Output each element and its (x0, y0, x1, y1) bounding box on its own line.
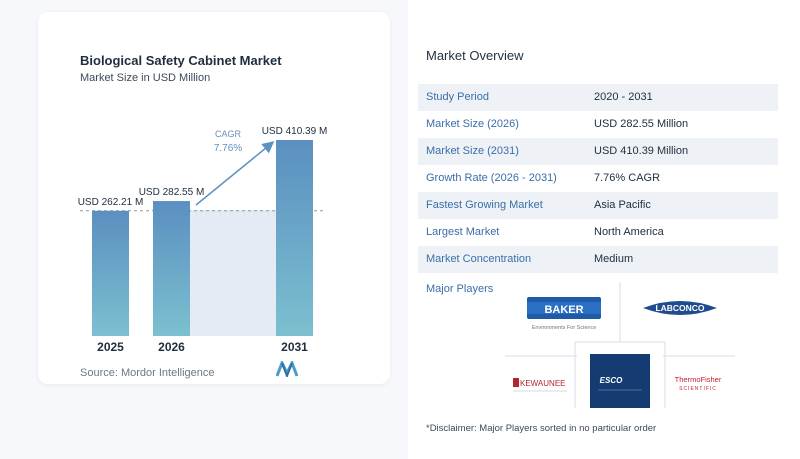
x-tick-label: 2025 (97, 340, 124, 354)
overview-row: Market Size (2031) USD 410.39 Million (418, 138, 778, 165)
svg-text:LABCONCO: LABCONCO (655, 303, 704, 313)
chart-title: Biological Safety Cabinet Market (80, 53, 282, 68)
cagr-arrow (195, 141, 275, 206)
chart-source: Source: Mordor Intelligence (80, 367, 215, 379)
overview-row-label: Market Size (2031) (426, 145, 519, 157)
bar-value-label: USD 410.39 M (262, 126, 328, 137)
kewaunee-logo: KEWAUNEE (513, 378, 567, 392)
overview-title: Market Overview (426, 48, 524, 63)
overview-row-label: Growth Rate (2026 - 2031) (426, 172, 557, 184)
overview-row: Growth Rate (2026 - 2031) 7.76% CAGR (418, 165, 778, 192)
svg-text:KEWAUNEE: KEWAUNEE (520, 379, 566, 388)
major-players-logos: BAKER Environments For Science LABCONCO … (505, 282, 735, 408)
overview-row-label: Market Size (2026) (426, 118, 519, 130)
bar-2031 (276, 140, 313, 336)
overview-row-value: 2020 - 2031 (594, 91, 653, 103)
bar-value-label: USD 282.55 M (139, 187, 205, 198)
svg-text:SCIENTIFIC: SCIENTIFIC (679, 386, 717, 392)
bar-2025 (92, 210, 129, 336)
svg-text:Environments For Science: Environments For Science (532, 325, 597, 331)
overview-row: Fastest Growing Market Asia Pacific (418, 192, 778, 219)
bar-value-label: USD 262.21 M (78, 197, 144, 208)
x-tick-label: 2026 (158, 340, 185, 354)
overview-row-label: Largest Market (426, 226, 500, 238)
esco-logo: ESCO (590, 354, 650, 408)
overview-row-value: Asia Pacific (594, 199, 651, 211)
chart-subtitle: Market Size in USD Million (80, 72, 211, 84)
overview-row: Study Period 2020 - 2031 (418, 84, 778, 111)
labconco-logo: LABCONCO (643, 301, 717, 315)
svg-text:ThermoFisher: ThermoFisher (675, 375, 722, 384)
overview-row: Market Concentration Medium (418, 246, 778, 273)
x-tick-label: 2031 (281, 340, 308, 354)
cagr-label: CAGR (215, 129, 242, 139)
growth-shade (190, 210, 276, 336)
cagr-value: 7.76% (214, 143, 242, 154)
thermofisher-logo: ThermoFisher SCIENTIFIC (675, 375, 722, 392)
overview-row-value: Medium (594, 253, 634, 265)
svg-text:ESCO: ESCO (600, 376, 623, 385)
svg-text:BAKER: BAKER (544, 304, 583, 316)
overview-row-value: USD 410.39 Million (594, 145, 689, 157)
overview-row-label: Fastest Growing Market (426, 199, 543, 211)
overview-row-value: North America (594, 226, 664, 238)
overview-row-label: Market Concentration (426, 253, 532, 265)
overview-row: Largest Market North America (418, 219, 778, 246)
overview-row: Market Size (2026) USD 282.55 Million (418, 111, 778, 138)
bar-2026 (153, 201, 190, 336)
major-players-title: Major Players (426, 283, 494, 295)
disclaimer: *Disclaimer: Major Players sorted in no … (426, 423, 657, 434)
overview-row-value: 7.76% CAGR (594, 172, 661, 184)
overview-row-value: USD 282.55 Million (594, 118, 689, 130)
overview-row-label: Study Period (426, 91, 489, 103)
bar-chart: USD 262.21 M 2025 USD 282.55 M 2026 USD 410.… (78, 126, 328, 354)
mordor-logo-icon (276, 361, 299, 377)
baker-logo: BAKER Environments For Science (527, 297, 601, 331)
